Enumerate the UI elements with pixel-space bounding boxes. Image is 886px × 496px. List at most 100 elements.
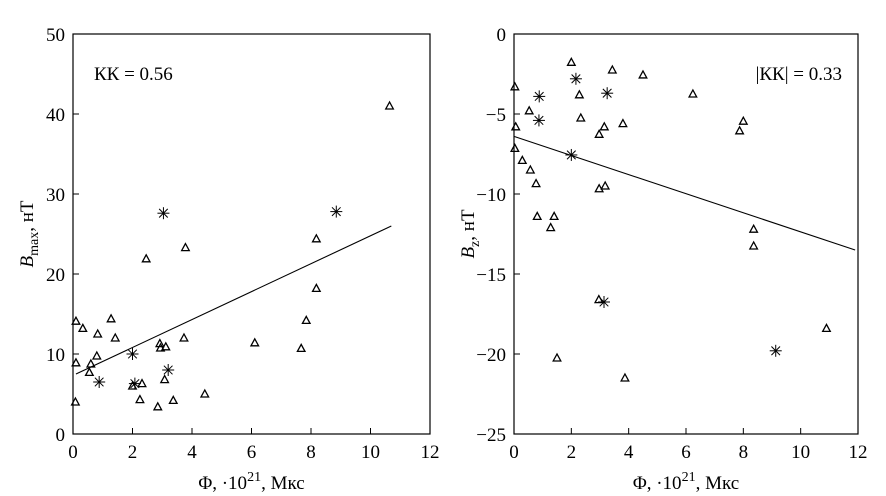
data-point-triangle: [155, 342, 166, 352]
plot-frame: [72, 33, 431, 435]
data-point-triangle: [141, 253, 152, 263]
data-point-triangle: [77, 323, 88, 333]
data-point-triangle: [71, 315, 81, 325]
data-point-asterisk: [769, 344, 782, 357]
x-tick-label: 2: [567, 442, 577, 463]
data-point-triangle: [531, 178, 541, 188]
regression-line: [75, 225, 392, 375]
data-point-triangle: [575, 112, 586, 122]
data-point-asterisk: [126, 348, 139, 360]
y-tick-label: 50: [46, 25, 65, 46]
data-point-triangle: [748, 240, 759, 250]
x-axis-label: Φ, ·1021, Мкс: [633, 470, 739, 494]
data-point-triangle: [748, 223, 759, 233]
data-point-triangle: [574, 89, 585, 99]
data-point-triangle: [600, 180, 611, 190]
data-point-triangle: [179, 332, 189, 342]
data-point-triangle: [296, 343, 307, 353]
data-point-triangle: [106, 313, 116, 323]
x-tick-label: 6: [247, 442, 257, 463]
data-point-triangle: [154, 338, 165, 348]
x-tick-label: 12: [849, 442, 868, 463]
data-point-triangle: [199, 388, 210, 398]
data-point-triangle: [84, 367, 95, 377]
data-point-triangle: [607, 64, 618, 74]
data-point-asterisk: [157, 207, 170, 220]
data-point-triangle: [92, 328, 103, 338]
correlation-annotation: КК = 0.56: [94, 64, 173, 85]
y-tick-label: −5: [486, 105, 506, 126]
data-point-triangle: [249, 337, 260, 347]
data-point-asterisk: [532, 114, 545, 127]
data-point-triangle: [821, 323, 832, 333]
data-point-triangle: [549, 211, 560, 221]
data-point-triangle: [509, 143, 520, 153]
data-point-triangle: [687, 88, 698, 98]
data-point-asterisk: [533, 90, 546, 103]
y-tick-label: −15: [476, 265, 506, 286]
y-tick-label: 0: [56, 425, 66, 446]
regression-line: [513, 135, 856, 251]
x-tick-label: 2: [128, 442, 138, 463]
data-point-triangle: [594, 183, 605, 193]
data-point-triangle: [738, 115, 749, 125]
data-point-triangle: [311, 233, 322, 243]
data-point-triangle: [525, 164, 536, 174]
y-tick-label: 30: [46, 185, 65, 206]
x-tick-label: 0: [68, 442, 78, 463]
y-tick-label: 0: [497, 25, 507, 46]
data-point-asterisk: [569, 72, 582, 85]
data-point-triangle: [618, 118, 628, 128]
data-point-triangle: [311, 283, 322, 293]
data-point-triangle: [85, 358, 96, 368]
data-point-triangle: [135, 394, 145, 404]
y-tick-label: 10: [46, 345, 65, 366]
data-point-triangle: [638, 69, 648, 79]
data-point-triangle: [566, 56, 577, 66]
x-tick-label: 0: [509, 442, 519, 463]
data-point-triangle: [532, 211, 543, 221]
data-point-triangle: [734, 125, 745, 135]
data-point-asterisk: [162, 364, 175, 376]
plot-2: 0 2 4 6 8 10 12 −25 −20 −15 −10 −5 0 Φ, ·1021, Мкс Bz,…: [458, 25, 868, 494]
data-point-asterisk: [128, 377, 141, 390]
data-point-triangle: [524, 105, 535, 115]
y-tick-label: 20: [46, 265, 65, 286]
data-point-triangle: [152, 401, 163, 411]
data-point-triangle: [384, 100, 395, 110]
y-axis-label: Bmax, нТ: [17, 200, 42, 267]
data-point-triangle: [71, 357, 81, 367]
y-tick-label: −25: [476, 425, 506, 446]
plot-1: 0 2 4 6 8 10 12 0 10 20 30 40 50 Φ, ·1021, Мкс Bmax, н…: [17, 25, 440, 494]
data-point-triangle: [599, 121, 610, 131]
data-point-triangle: [620, 372, 630, 382]
data-point-asterisk: [601, 87, 614, 100]
x-tick-label: 6: [681, 442, 691, 463]
data-point-asterisk: [93, 376, 106, 388]
x-tick-label: 12: [421, 442, 440, 463]
data-point-triangle: [517, 155, 528, 165]
data-point-triangle: [159, 374, 170, 384]
data-point-triangle: [510, 121, 521, 131]
x-tick-label: 4: [187, 442, 197, 463]
data-point-triangle: [70, 396, 81, 406]
x-tick-label: 8: [739, 442, 749, 463]
data-point-asterisk: [330, 205, 343, 218]
y-tick-label: −10: [476, 185, 506, 206]
data-point-triangle: [594, 128, 605, 138]
x-tick-label: 4: [624, 442, 634, 463]
y-tick-label: −20: [476, 345, 506, 366]
data-point-triangle: [552, 352, 562, 362]
y-axis-label: Bz, нТ: [458, 209, 483, 258]
data-point-triangle: [180, 242, 191, 252]
correlation-annotation: |КК| = 0.33: [756, 64, 842, 85]
data-point-triangle: [160, 341, 171, 351]
data-point-triangle: [545, 222, 556, 232]
x-tick-label: 10: [361, 442, 380, 463]
data-point-triangle: [509, 81, 520, 91]
data-point-triangle: [110, 332, 121, 342]
data-point-triangle: [168, 395, 179, 405]
x-tick-label: 8: [306, 442, 316, 463]
data-point-triangle: [91, 350, 102, 360]
